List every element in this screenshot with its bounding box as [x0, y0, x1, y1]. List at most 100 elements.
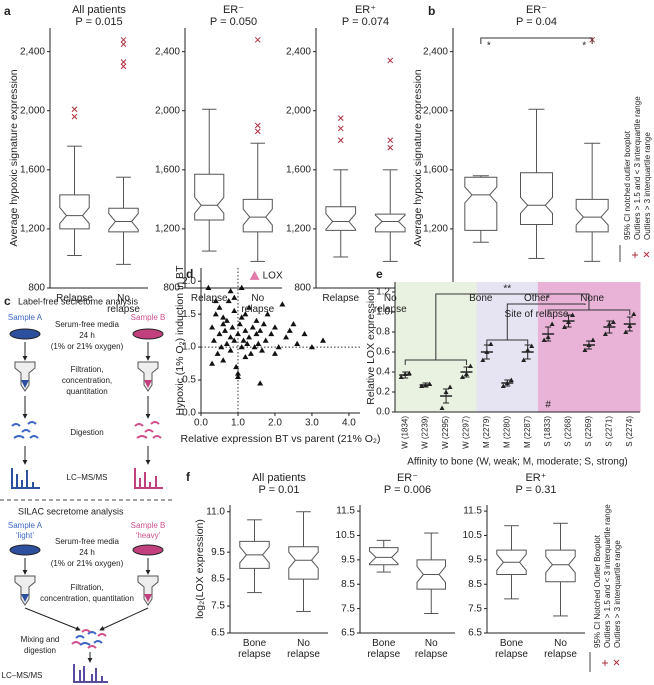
y-axis-label: Relative LOX expression [365, 289, 377, 405]
point [242, 353, 249, 360]
y-axis-label: log₂(LOX expression) [194, 519, 206, 619]
point [234, 330, 241, 337]
point [419, 383, 425, 388]
y-tick-label: 2,400 [20, 46, 45, 57]
legend-entry: Outliers > 3 interquartile range [643, 132, 652, 240]
point [209, 360, 216, 366]
y-tick-label: 10.5 [463, 530, 483, 541]
box [239, 540, 270, 569]
box [545, 549, 576, 583]
annotation: # [545, 400, 551, 411]
filter-tube [14, 575, 36, 606]
box [59, 194, 90, 230]
chart-subtitle: P = 0.015 [75, 16, 122, 28]
x-tick-label: S (2274) [625, 416, 634, 447]
point [294, 340, 301, 346]
sample-label: Sample B [131, 313, 166, 322]
point [402, 371, 408, 376]
point [238, 314, 245, 320]
point [610, 319, 616, 324]
section-title: SILAC secretome analysis [18, 506, 124, 516]
dish [132, 544, 164, 556]
x-tick-label: Relapse [190, 293, 228, 304]
x-tick-label: No relapse [241, 293, 275, 315]
outlier [254, 122, 261, 129]
point [249, 324, 256, 330]
legend-title: 95% CI Notched Outlier Boxplot [593, 534, 602, 648]
outlier [387, 144, 394, 151]
chart-subtitle: P = 0.01 [258, 484, 299, 496]
x-tick-label: Bone relapse [367, 638, 401, 660]
dish [9, 328, 41, 340]
x-tick-label: 3.0 [305, 418, 319, 429]
outlier [254, 128, 261, 135]
point [423, 382, 429, 387]
point [290, 321, 297, 327]
x-tick-label: No relapse [107, 293, 140, 315]
y-tick-label: 8.5 [468, 579, 482, 590]
point [257, 327, 264, 333]
category-band [415, 282, 437, 412]
dish [132, 328, 164, 340]
category-band [395, 282, 416, 412]
chart-subtitle: P = 0.31 [515, 484, 556, 496]
x-tick-label: Relapse [322, 293, 360, 304]
point [238, 344, 245, 350]
point [463, 371, 469, 376]
significance-bracket [480, 37, 593, 44]
group-bracket [404, 355, 467, 365]
point [570, 312, 576, 317]
step-text: (1% or 21% oxygen) [51, 559, 124, 568]
point [223, 340, 230, 346]
chart-title: ER⁺ [525, 472, 546, 484]
point [521, 357, 527, 362]
point [231, 294, 238, 300]
y-tick-label: 2.0 [182, 276, 196, 287]
point [508, 377, 514, 382]
highlight-label: LOX [263, 271, 283, 282]
annotation: * [582, 41, 586, 52]
x-tick-label: Bone relapse [495, 638, 528, 660]
filtrate [144, 594, 152, 602]
y-tick-label: 1.5 [182, 309, 196, 320]
y-tick-label: 1,200 [20, 224, 45, 235]
y-axis-label: Average hypoxic signature expression [412, 69, 424, 246]
point [427, 381, 433, 386]
section-title: Label-free secretome analysis [18, 296, 139, 306]
panel-label: c [4, 294, 11, 308]
point [529, 343, 535, 348]
point [398, 374, 404, 379]
box [288, 546, 319, 580]
x-tick-label: S (2269) [584, 416, 593, 447]
point [231, 337, 238, 343]
point [627, 323, 633, 328]
point [443, 389, 449, 394]
y-tick-label: 11.5 [336, 506, 355, 517]
arrow [99, 607, 149, 631]
x-tick-label: 1.0 [231, 418, 245, 429]
arrow [24, 607, 81, 631]
point [242, 311, 249, 317]
point [212, 311, 219, 317]
sample-label: ‘light’ [16, 531, 34, 540]
point [439, 405, 445, 410]
y-tick-label: 9.5 [211, 547, 225, 558]
point [231, 307, 238, 314]
step-text: Filtration, [71, 365, 104, 374]
x-tick-label: 4.0 [342, 418, 356, 429]
legend-symbol [632, 252, 638, 258]
step-text: LC–MS/MS [67, 473, 108, 482]
y-tick-label: 9.5 [341, 554, 355, 565]
outlier [337, 115, 344, 121]
step-text: 24 h [79, 331, 95, 340]
x-tick-label: Bone [469, 293, 493, 304]
point [220, 321, 227, 327]
y-tick-label: 0.8 [376, 327, 390, 338]
group-bracket [486, 335, 529, 345]
y-tick-label: 11.0 [206, 506, 225, 517]
point [623, 329, 629, 334]
point [264, 311, 271, 317]
panel-label: b [428, 4, 435, 18]
y-tick-label: 1.2 [376, 287, 390, 298]
box [496, 549, 527, 575]
